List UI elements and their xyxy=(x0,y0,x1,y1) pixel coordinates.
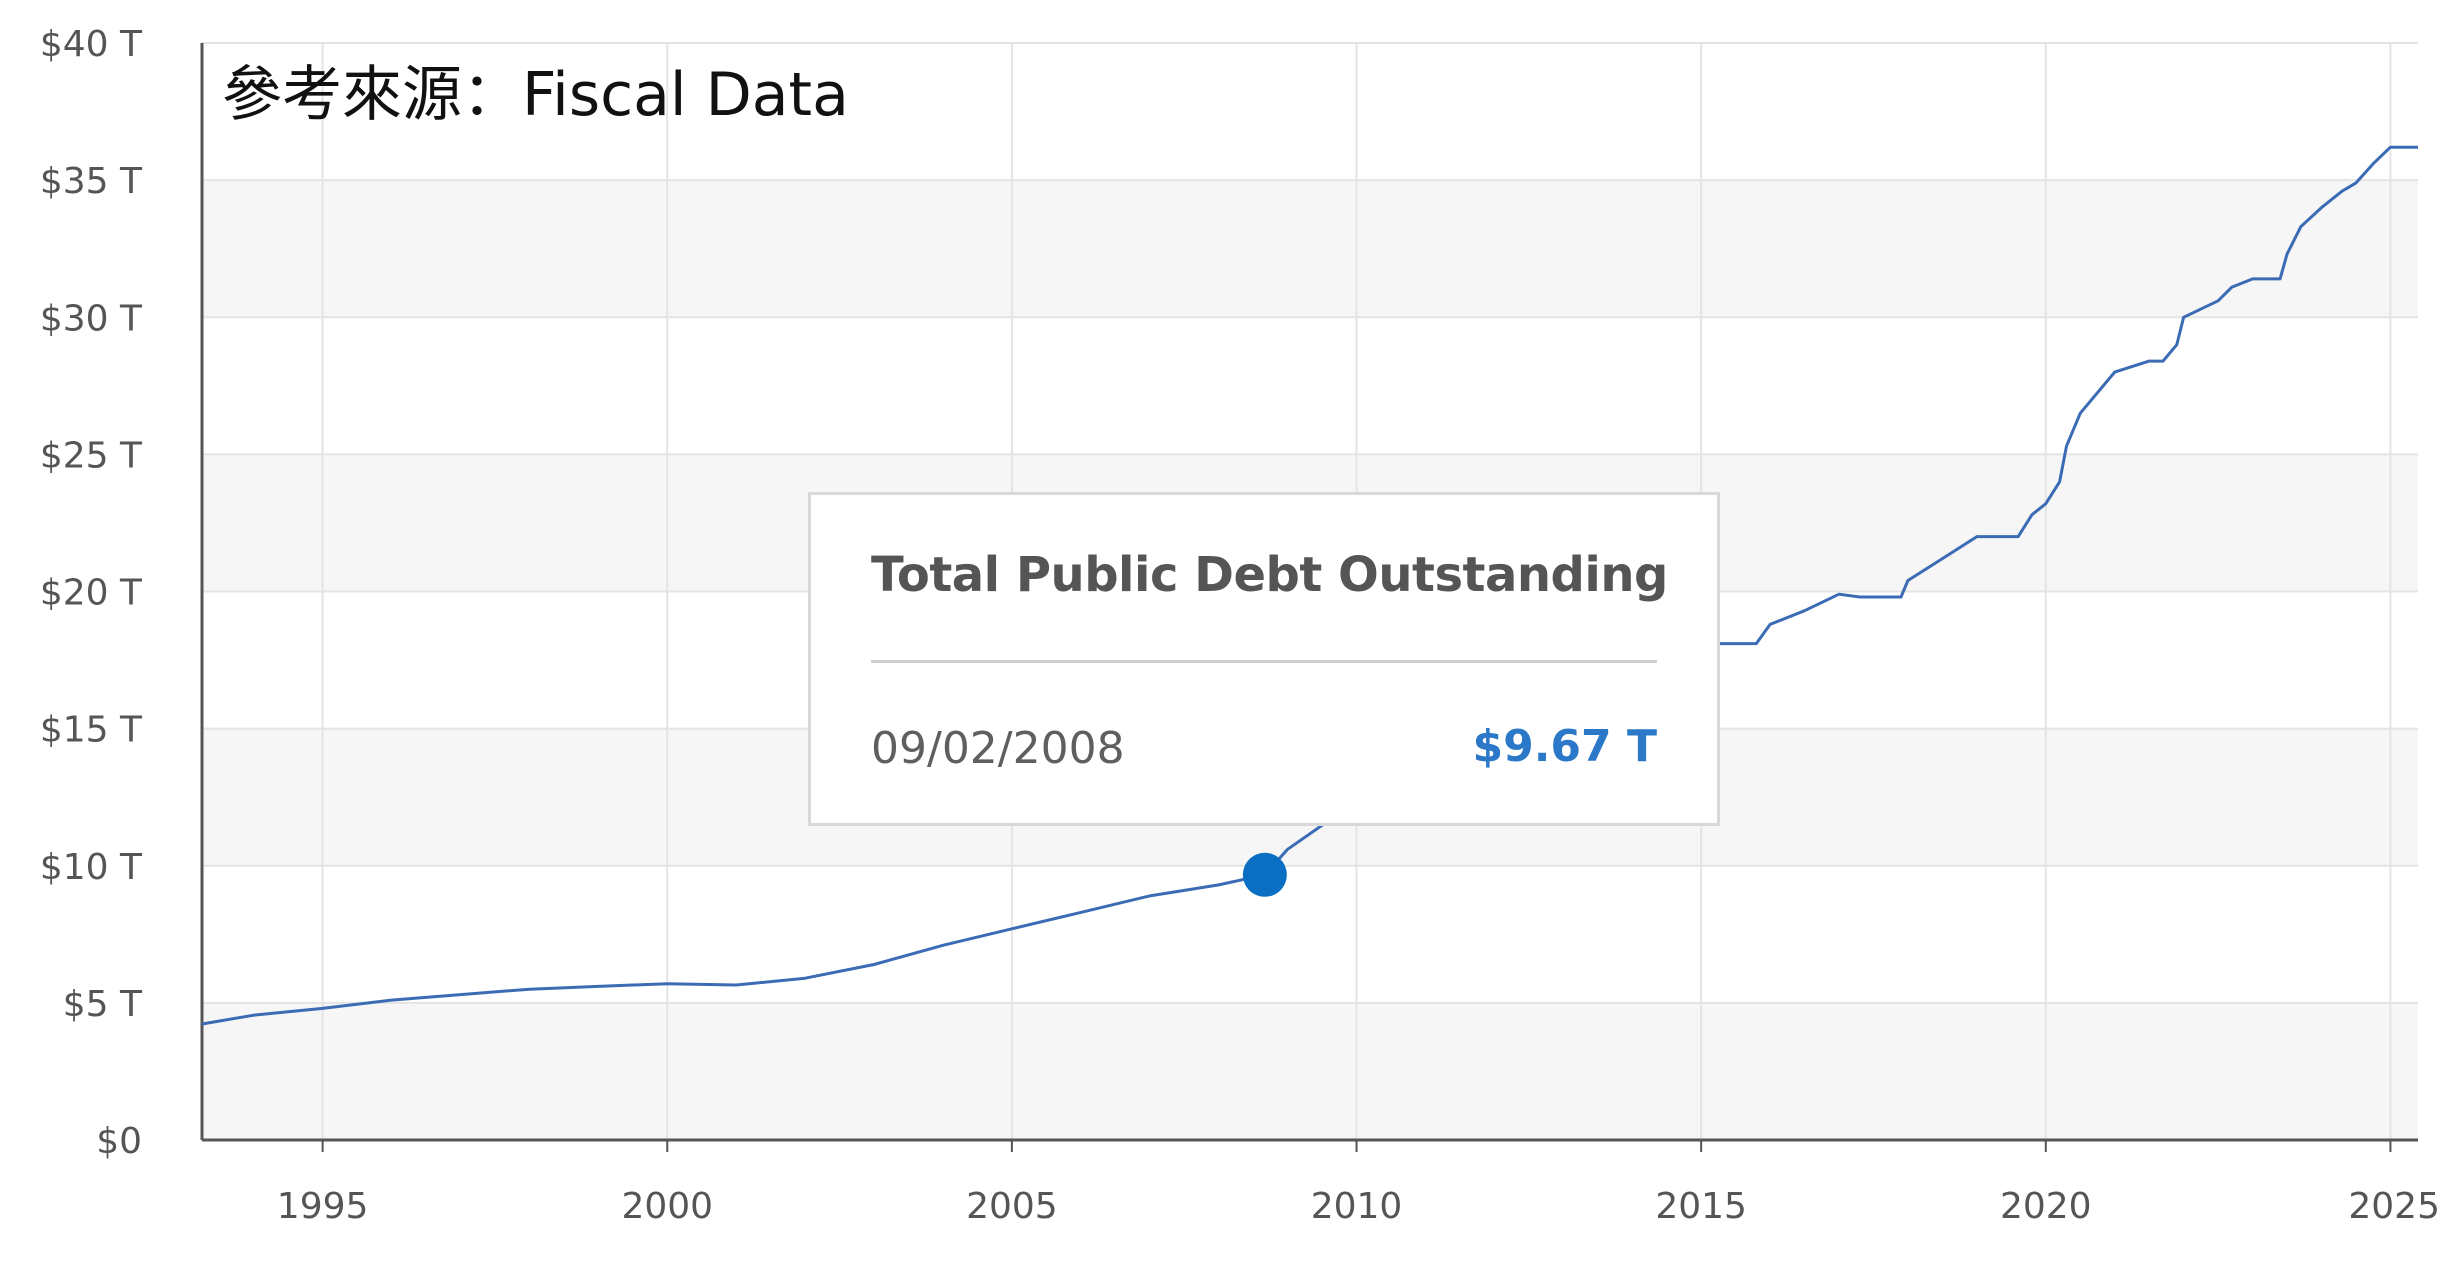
x-tick-label: 1995 xyxy=(277,1186,369,1227)
y-tick-label: $0 xyxy=(96,1121,142,1162)
x-tick-label: 2015 xyxy=(1655,1186,1747,1227)
source-note: 參考來源：Fiscal Data xyxy=(222,60,849,130)
tick-labels: $0 $5 T $10 T $15 T $20 T $25 T $30 T $35 T $40 … xyxy=(40,24,2440,1227)
debt-series-line xyxy=(201,145,2418,1026)
y-tick-label: $30 T xyxy=(40,298,143,339)
x-tick-label: 2025 xyxy=(2348,1186,2440,1227)
grid-band xyxy=(202,1002,2418,1140)
x-tick-label: 2005 xyxy=(966,1186,1058,1227)
x-tick-label: 2000 xyxy=(621,1186,713,1227)
series-layer xyxy=(201,145,2418,1026)
y-tick-label: $35 T xyxy=(40,161,143,202)
marker-layer xyxy=(1242,852,1287,897)
highlight-point[interactable] xyxy=(1242,852,1287,897)
tooltip-title: Total Public Debt Outstanding xyxy=(871,547,1668,603)
y-tick-label: $10 T xyxy=(40,847,143,888)
y-tick-label: $15 T xyxy=(40,710,143,751)
grid-band xyxy=(202,180,2418,318)
axes xyxy=(200,43,2418,1152)
tooltip-divider xyxy=(871,660,1657,663)
tooltip-card: Total Public Debt Outstanding 09/02/2008… xyxy=(808,492,1720,826)
tooltip-date: 09/02/2008 xyxy=(871,723,1125,774)
y-tick-label: $5 T xyxy=(63,984,143,1025)
tooltip-value: $9.67 T xyxy=(1472,721,1657,772)
y-tick-label: $40 T xyxy=(40,24,143,65)
x-tick-label: 2010 xyxy=(1311,1186,1403,1227)
x-tick-label: 2020 xyxy=(2000,1186,2092,1227)
y-tick-label: $25 T xyxy=(40,435,143,476)
y-tick-label: $20 T xyxy=(40,573,143,614)
